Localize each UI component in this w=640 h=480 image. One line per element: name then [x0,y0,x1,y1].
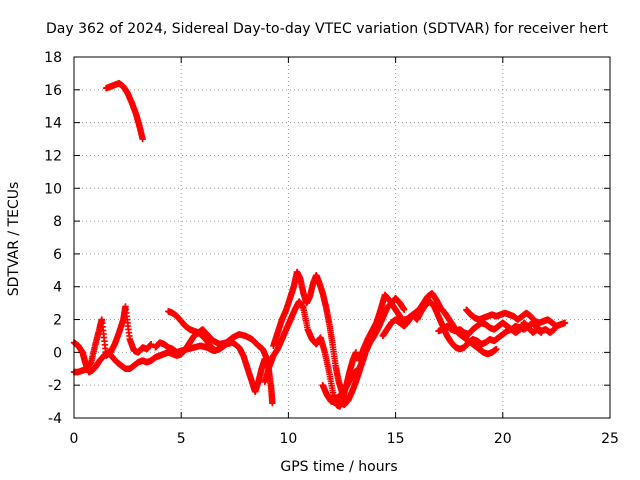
plot-frame [73,56,611,419]
data-points [70,80,569,410]
series-sat-e [152,339,269,395]
y-axis-title: SDTVAR / TECUs [6,182,22,297]
x-tick-label: 5 [177,431,186,447]
y-tick-label: 0 [53,345,62,361]
y-tick-label: 8 [53,214,62,230]
x-tick-label: 10 [279,431,297,447]
y-tick-label: -2 [48,378,62,394]
x-axis-title: GPS time / hours [280,459,397,475]
y-tick-label: 2 [53,313,62,329]
data-point [261,355,269,363]
series-sat-g [261,298,360,410]
series-sat-h [319,295,408,409]
data-point [139,135,146,143]
y-tick-label: 12 [44,148,62,164]
x-tick-label: 15 [387,431,405,447]
series-sat-d [165,308,276,407]
data-point [352,349,360,356]
y-tick-label: 18 [44,50,62,66]
y-tick-label: 10 [44,181,62,197]
series-sat-i [355,290,500,364]
y-tick-label: 14 [44,116,62,132]
y-tick-label: -4 [48,411,62,427]
data-point [147,340,155,348]
chart-title: Day 362 of 2024, Sidereal Day-to-day VTE… [46,21,608,37]
x-tick-label: 20 [494,431,512,447]
y-tick-label: 16 [44,83,62,99]
y-tick-label: 4 [53,280,62,296]
grid [74,57,610,418]
data-point [400,306,408,313]
x-tick-label: 25 [601,431,619,447]
series-sat-c [70,303,155,376]
y-tick-label: 6 [53,247,62,263]
data-point [493,345,500,353]
data-point [269,400,276,407]
series-sat-a [102,80,146,143]
series-sat-j [379,298,558,353]
x-tick-label: 0 [70,431,79,447]
